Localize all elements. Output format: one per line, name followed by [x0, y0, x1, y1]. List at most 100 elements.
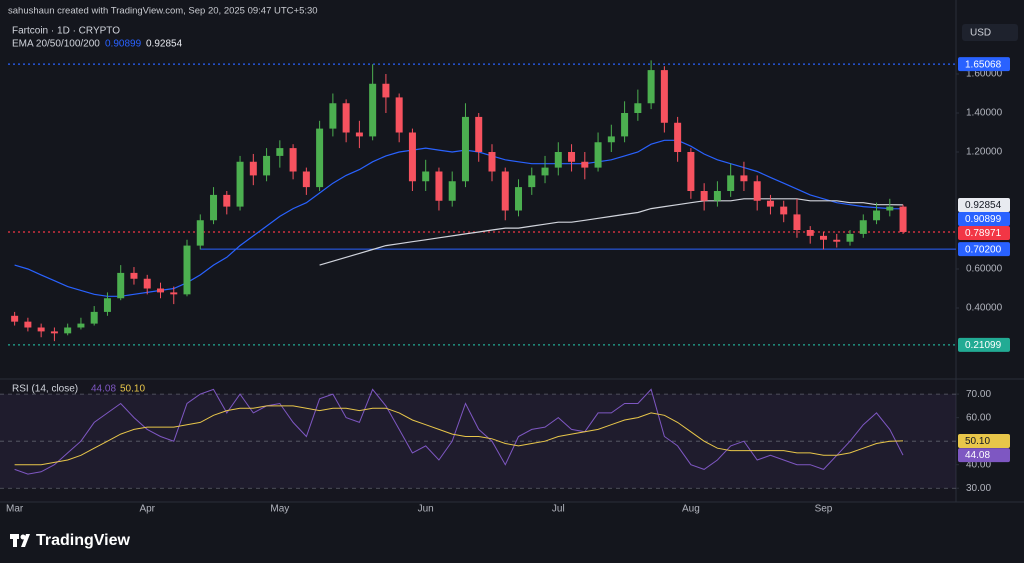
- y-tick-label: 70.00: [966, 389, 991, 400]
- candle-body: [382, 83, 390, 98]
- candle-body: [806, 230, 814, 236]
- candle-body: [713, 191, 721, 201]
- candle-body: [117, 272, 125, 299]
- price-badge-label: 0.78971: [965, 228, 1002, 239]
- candle-body: [50, 331, 58, 334]
- candle-body: [223, 194, 231, 207]
- brand: TradingView: [36, 532, 131, 549]
- candle-body: [276, 148, 284, 156]
- price-badge-label: 0.21099: [965, 340, 1002, 351]
- candle-body: [64, 327, 72, 334]
- candle-body: [249, 161, 257, 176]
- logo: TradingView: [10, 532, 131, 549]
- candle-body: [11, 315, 19, 322]
- candle-body: [408, 132, 416, 182]
- currency-box[interactable]: [962, 24, 1018, 41]
- y-tick-label: 1.20000: [966, 147, 1003, 158]
- candle-body: [846, 233, 854, 242]
- price-badge-label: 50.10: [965, 436, 990, 447]
- price-badge: [958, 225, 1010, 240]
- candle-body: [515, 187, 523, 211]
- candle-body: [687, 152, 695, 192]
- line-series: [14, 405, 904, 466]
- candle-body: [316, 128, 324, 188]
- candle-body: [90, 311, 98, 324]
- candle-body: [766, 200, 774, 207]
- candle-body: [554, 152, 562, 168]
- candle-body: [369, 83, 377, 137]
- rsi-ma-value: 50.10: [120, 384, 145, 395]
- candle-body: [422, 171, 430, 182]
- candle-body: [170, 292, 178, 295]
- candle-body: [740, 175, 748, 182]
- candle-body: [196, 220, 204, 246]
- price-badge: [958, 57, 1010, 72]
- logo-mark: [20, 534, 26, 540]
- candle-body: [541, 167, 549, 176]
- candle-body: [263, 155, 271, 176]
- candle-body: [488, 152, 496, 172]
- candle-body: [674, 122, 682, 153]
- currency[interactable]: USD: [970, 28, 991, 39]
- candle-body: [780, 206, 788, 215]
- candle-body: [461, 116, 469, 182]
- y-tick-label: 40.00: [966, 459, 991, 470]
- logo-mark: [21, 534, 30, 547]
- line-series: [14, 388, 904, 475]
- y-tick-label: 1.60000: [966, 69, 1003, 80]
- candle-body: [143, 278, 151, 289]
- indicator-label: EMA 20/50/100/200: [12, 39, 100, 50]
- indicator-value: 0.90899: [105, 39, 142, 50]
- candle-body: [660, 70, 668, 123]
- candle-body: [435, 171, 443, 201]
- line-series: [319, 198, 904, 266]
- price-badge: [958, 242, 1010, 257]
- x-tick-label: Apr: [139, 504, 155, 515]
- x-tick-label: Jun: [418, 504, 434, 515]
- candle-body: [475, 116, 483, 153]
- candle-body: [873, 210, 881, 221]
- candle-body: [329, 103, 337, 129]
- candle-body: [647, 70, 655, 104]
- x-tick-label: May: [270, 504, 289, 515]
- candle-body: [130, 272, 138, 279]
- price-badge: [958, 197, 1010, 212]
- price-badge: [958, 337, 1010, 352]
- candle-body: [899, 206, 907, 232]
- candle-body: [859, 220, 867, 234]
- y-tick-label: 30.00: [966, 483, 991, 494]
- rsi-title: RSI (14, close): [12, 384, 78, 395]
- rsi-pane: [0, 380, 956, 502]
- price-badge-label: 0.70200: [965, 244, 1002, 255]
- price-badge: [958, 433, 1010, 448]
- price-badge-label: 44.08: [965, 450, 990, 461]
- candle-body: [568, 152, 576, 162]
- candle-body: [37, 327, 45, 332]
- y-tick-label: 0.60000: [966, 264, 1003, 275]
- candle-body: [289, 148, 297, 172]
- rsi-value: 44.08: [91, 384, 116, 395]
- candle-body: [886, 206, 894, 211]
- candle-body: [448, 181, 456, 201]
- credit: sahushaun created with TradingView.com, …: [8, 6, 318, 17]
- candle-body: [528, 175, 536, 188]
- candle-body: [833, 239, 841, 242]
- rsi-band: [0, 394, 956, 489]
- candle-body: [700, 191, 708, 201]
- candle-body: [634, 103, 642, 114]
- candle-body: [342, 103, 350, 133]
- y-tick-label: 0.40000: [966, 303, 1003, 314]
- candle-body: [183, 245, 191, 295]
- candle-body: [727, 175, 735, 192]
- candle-body: [819, 235, 827, 240]
- price-badge: [958, 211, 1010, 226]
- candle-body: [501, 171, 509, 211]
- candle-body: [77, 323, 85, 328]
- x-tick-label: Jul: [552, 504, 565, 515]
- price-badge-label: 1.65068: [965, 59, 1002, 70]
- candle-body: [210, 194, 218, 221]
- symbol-title: Fartcoin · 1D · CRYPTO: [12, 26, 120, 37]
- candle-body: [621, 113, 629, 137]
